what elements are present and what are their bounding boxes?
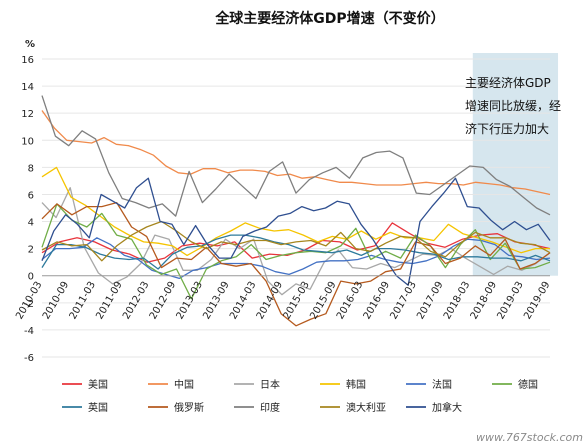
annotation-text: 主要经济体GDP 增速同比放缓，经 济下行压力加大 (465, 75, 561, 136)
annotation-line-1: 主要经济体GDP (465, 75, 551, 90)
watermark: www.767stock.com (476, 431, 583, 444)
y-axis-ticks: -6 -4 -2 0 2 4 6 8 10 12 14 16 (21, 55, 34, 364)
series-line-英国 (41, 234, 551, 270)
y-tick-label: -6 (24, 353, 34, 364)
y-axis-unit: % (25, 39, 35, 50)
y-tick-label: 8 (28, 163, 34, 174)
y-tick-label: 0 (28, 272, 34, 283)
y-tick-label: 14 (21, 82, 34, 93)
highlight-band (472, 53, 559, 276)
annotation-line-2: 增速同比放缓，经 (465, 98, 561, 113)
y-tick-label: 6 (28, 190, 34, 201)
annotation-line-3: 济下行压力加大 (465, 121, 549, 136)
series-line-韩国 (41, 166, 550, 257)
series-line-印度 (41, 95, 551, 217)
legend-label: 德国 (518, 378, 538, 391)
legend-label: 美国 (88, 378, 108, 391)
gridlines (42, 58, 550, 358)
legend-label: 日本 (260, 378, 280, 391)
y-tick-label: 2 (28, 245, 34, 256)
legend-label: 俄罗斯 (174, 401, 204, 414)
y-tick-label: -4 (24, 326, 34, 337)
legend-label: 澳大利亚 (346, 401, 386, 414)
legend-label: 印度 (260, 401, 280, 414)
series-line-日本 (41, 187, 551, 296)
series-line-俄罗斯 (41, 201, 551, 327)
y-tick-label: 4 (28, 218, 34, 229)
series-line-澳大利亚 (41, 220, 551, 262)
y-tick-label: -2 (24, 299, 34, 310)
y-tick-label: 12 (21, 109, 34, 120)
legend-label: 韩国 (346, 378, 366, 391)
series-line-加拿大 (41, 177, 551, 286)
legend-label: 加拿大 (432, 401, 462, 414)
y-tick-label: 10 (21, 136, 34, 147)
series-line-中国 (41, 110, 551, 196)
chart-title: 全球主要经济体GDP增速（不变价） (214, 10, 444, 27)
legend-label: 法国 (432, 378, 452, 391)
y-tick-label: 16 (21, 55, 34, 66)
series-lines (41, 95, 551, 327)
legend-label: 中国 (174, 378, 194, 391)
legend-label: 英国 (88, 401, 108, 414)
